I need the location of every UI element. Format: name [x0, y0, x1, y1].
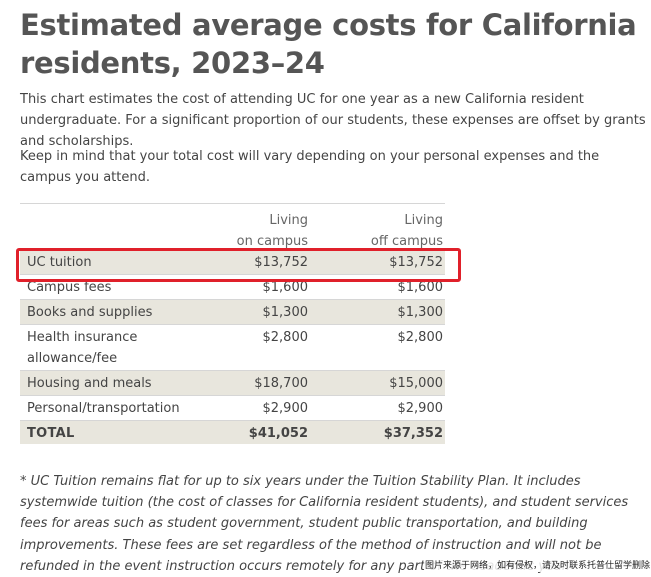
- table-header-row: Living on campus Living off campus: [20, 204, 445, 250]
- total-on-campus-value: $41,052: [248, 426, 308, 441]
- row-label: Health insurance allowance/fee: [27, 330, 138, 366]
- total-label: TOTAL: [27, 426, 75, 441]
- watermark-caption: 图片来源于网络，如有侵权，请及时联系托普仕留学删除: [423, 560, 651, 572]
- on-campus-value: $18,700: [254, 376, 308, 391]
- on-campus-value: $1,300: [262, 305, 309, 320]
- table-row-personal-transportation: Personal/transportation $2,900 $2,900: [20, 396, 445, 421]
- page-title: Estimated average costs for California r…: [20, 8, 637, 80]
- off-campus-value: $2,800: [397, 330, 444, 345]
- row-label: Personal/transportation: [27, 401, 180, 416]
- total-off-campus-value: $37,352: [383, 426, 443, 441]
- column-header-off-campus: Living off campus: [370, 213, 443, 249]
- table-row-uc-tuition: UC tuition $13,752 $13,752: [20, 250, 445, 275]
- table-row-books-supplies: Books and supplies $1,300 $1,300: [20, 300, 445, 325]
- off-campus-value: $2,900: [397, 401, 444, 416]
- on-campus-value: $2,900: [262, 401, 309, 416]
- off-campus-value: $15,000: [389, 376, 443, 391]
- intro-paragraph-2: Keep in mind that your total cost will v…: [20, 149, 600, 185]
- row-label: Campus fees: [27, 280, 112, 295]
- row-label: Housing and meals: [27, 376, 152, 391]
- off-campus-value: $1,300: [397, 305, 444, 320]
- off-campus-value: $13,752: [389, 255, 443, 270]
- table-row-total: TOTAL $41,052 $37,352: [20, 421, 445, 444]
- footnote: * UC Tuition remains flat for up to six …: [20, 474, 629, 574]
- cost-table: Living on campus Living off campus UC tu…: [16, 203, 461, 444]
- on-campus-value: $2,800: [262, 330, 309, 345]
- off-campus-value: $1,600: [397, 280, 444, 295]
- table-row-housing-meals: Housing and meals $18,700 $15,000: [20, 371, 445, 396]
- column-header-on-campus: Living on campus: [236, 213, 308, 249]
- table-row-health-insurance: Health insurance allowance/fee $2,800 $2…: [20, 325, 445, 371]
- on-campus-value: $1,600: [262, 280, 309, 295]
- row-label: UC tuition: [27, 255, 92, 270]
- row-label: Books and supplies: [27, 305, 153, 320]
- on-campus-value: $13,752: [254, 255, 308, 270]
- intro-paragraph-1: This chart estimates the cost of attendi…: [20, 92, 646, 149]
- table-row-campus-fees: Campus fees $1,600 $1,600: [20, 275, 445, 300]
